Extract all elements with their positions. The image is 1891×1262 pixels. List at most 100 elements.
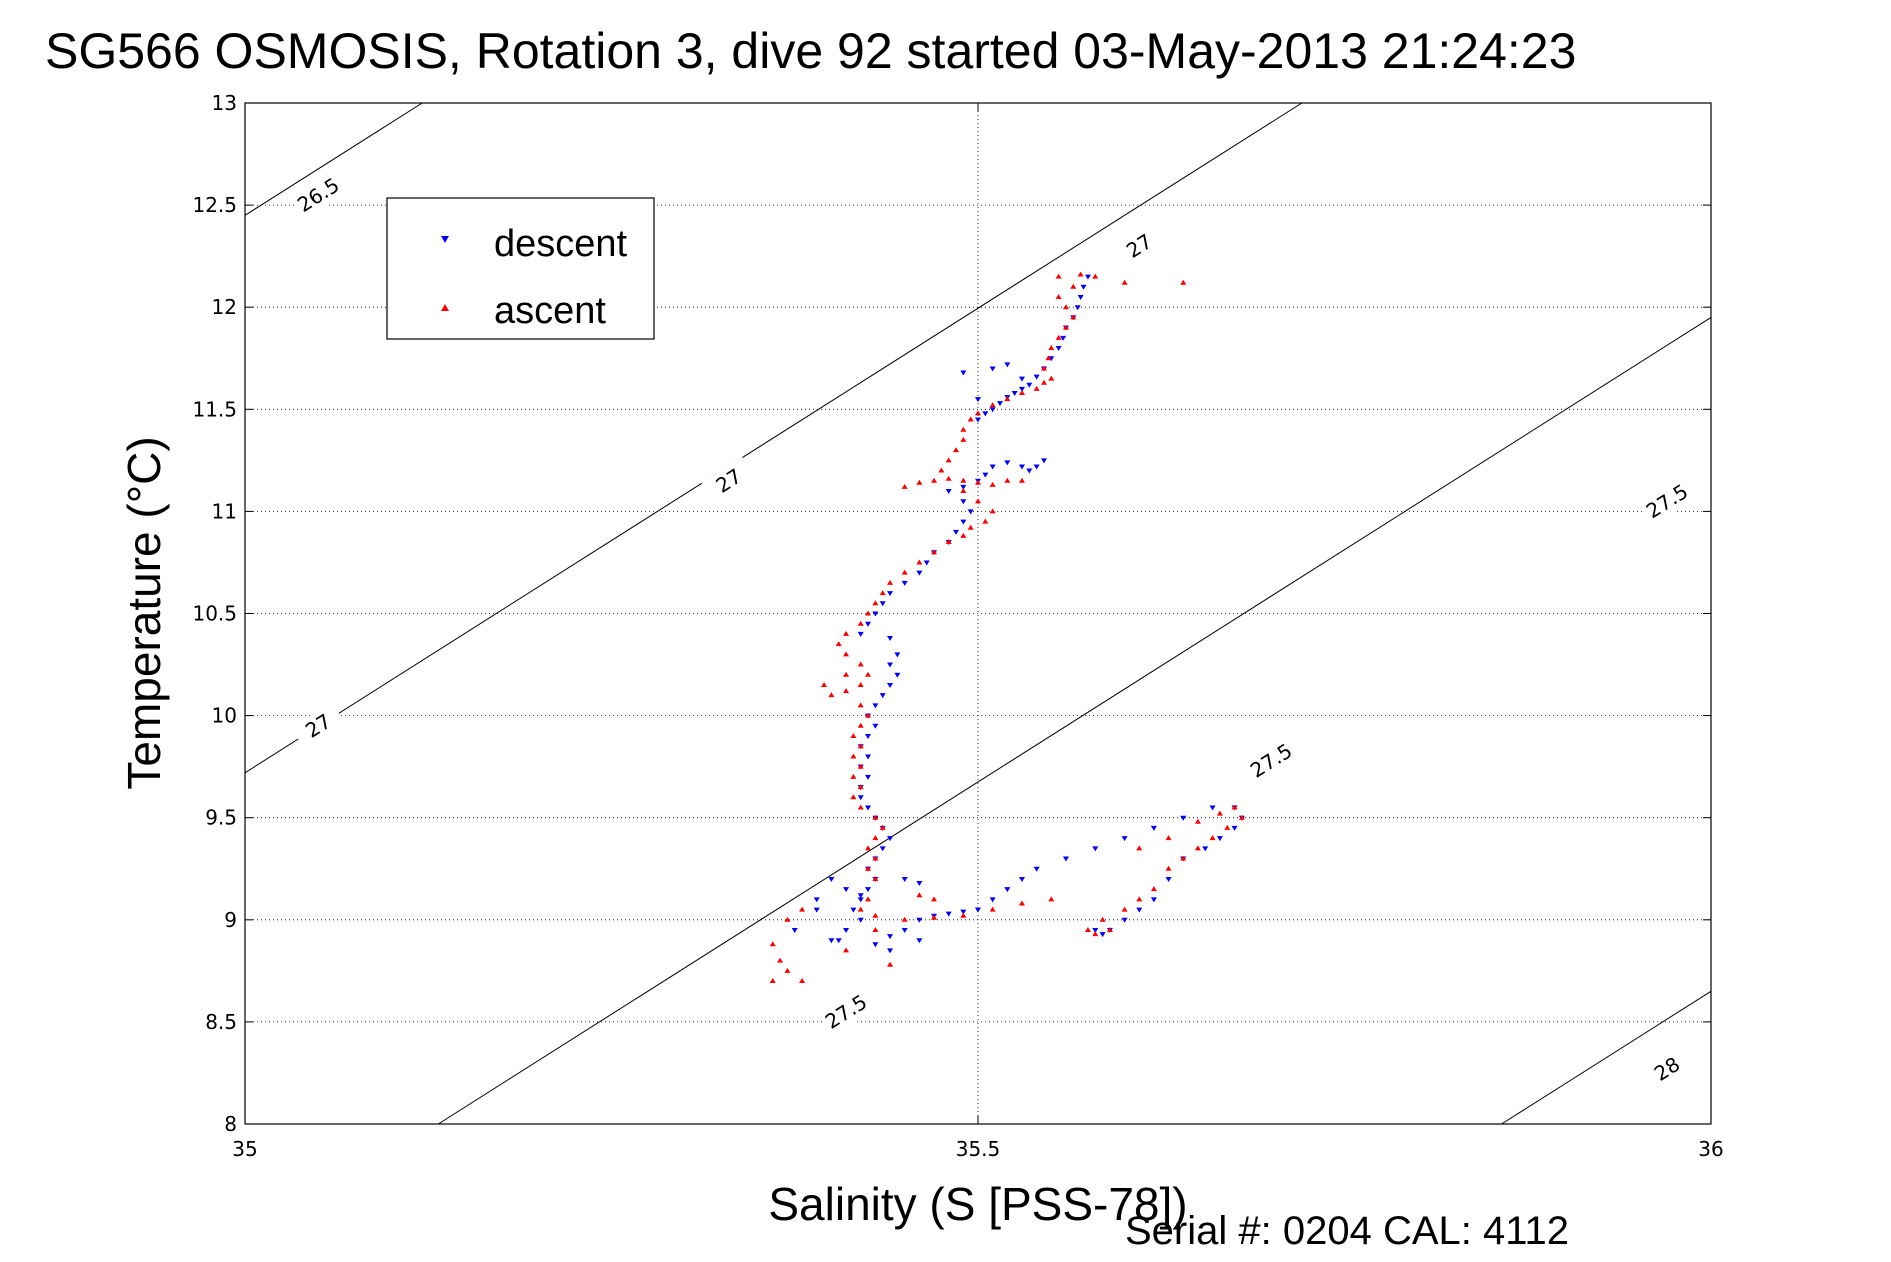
ascent-point (1121, 906, 1128, 912)
ascent-point (1048, 375, 1055, 381)
ascent-point (872, 927, 879, 933)
descent-point (916, 938, 923, 944)
ascent-point (850, 733, 857, 739)
descent-point (872, 723, 879, 729)
descent-point (887, 934, 894, 940)
ascent-point (857, 722, 864, 728)
ascent-point (1048, 345, 1055, 351)
descent-point (865, 887, 872, 893)
ascent-point (1055, 273, 1062, 279)
y-tick-label: 9 (224, 908, 237, 932)
ascent-point (784, 916, 791, 922)
descent-point (1209, 805, 1216, 811)
descent-point (1077, 294, 1084, 300)
descent-point (960, 370, 967, 376)
contour-label-bg (1639, 477, 1695, 526)
ascent-point (960, 477, 967, 483)
descent-point (1004, 362, 1011, 368)
ascent-point (960, 532, 967, 538)
ascent-point (799, 906, 806, 912)
ascent-point (777, 957, 784, 963)
ascent-point (967, 416, 974, 422)
descent-point (1011, 390, 1018, 396)
descent-point (975, 397, 981, 403)
contour-line-27-5 (438, 316, 1712, 1125)
descent-point (1092, 846, 1099, 852)
descent-point (1150, 897, 1157, 903)
ascent-point (872, 875, 879, 881)
descent-point (879, 601, 886, 607)
descent-point (1121, 836, 1128, 842)
ascent-point (872, 814, 879, 820)
ascent-point (857, 784, 864, 790)
ascent-point (960, 487, 967, 493)
ascent-point (1045, 355, 1052, 361)
descent-point (1165, 876, 1172, 882)
ascent-point (989, 402, 996, 408)
descent-point (1099, 932, 1106, 938)
ascent-point (953, 447, 960, 453)
ascent-point (865, 865, 872, 871)
ascent-point (1238, 814, 1245, 820)
descent-point (894, 652, 901, 658)
descent-point (894, 672, 901, 678)
descent-point (916, 570, 923, 576)
ascent-point (872, 600, 879, 606)
ascent-point (1033, 385, 1040, 391)
ascent-point (960, 426, 967, 432)
descent-point (857, 795, 864, 801)
descent-point (901, 928, 908, 934)
ascent-point (1062, 324, 1069, 330)
ascent-point (887, 961, 894, 967)
descent-point (887, 636, 894, 642)
x-tick-label: 35.5 (956, 1137, 1001, 1161)
descent-point (953, 529, 960, 535)
ascent-point (945, 457, 952, 463)
descent-point (916, 881, 923, 887)
descent-point (872, 703, 879, 709)
descent-point (945, 488, 952, 494)
descent-point (887, 682, 894, 688)
ascent-point (769, 978, 776, 984)
descent-point (982, 472, 989, 478)
chart-title: SG566 OSMOSIS, Rotation 3, dive 92 start… (45, 23, 1576, 79)
descent-point (960, 499, 967, 505)
y-tick-label: 9.5 (205, 806, 237, 830)
legend-box (386, 197, 655, 340)
ascent-point (945, 539, 952, 545)
ascent-point (975, 410, 981, 416)
y-tick-label: 13 (212, 91, 237, 115)
descent-point (887, 836, 894, 842)
ascent-point (989, 508, 996, 514)
descent-point (1018, 464, 1025, 470)
descent-point (887, 662, 894, 668)
descent-point (975, 907, 981, 913)
ascent-point (1004, 396, 1011, 402)
y-axis-label: Temperature (°C) (118, 436, 170, 789)
contour-label-bg (701, 456, 757, 505)
descent-point (791, 928, 798, 934)
ascent-point (872, 912, 879, 918)
ascent-point (872, 835, 879, 841)
ascent-point (843, 651, 850, 657)
descent-point (989, 366, 996, 372)
ascent-point (857, 661, 864, 667)
descent-point (916, 917, 923, 923)
descent-point (901, 580, 908, 586)
descent-point (1026, 382, 1033, 388)
descent-point (1055, 346, 1062, 352)
descent-point (982, 411, 989, 417)
legend-ascent-label: ascent (494, 290, 606, 332)
ascent-point (945, 475, 952, 481)
ascent-point (901, 483, 908, 489)
y-tick-label: 8 (224, 1112, 237, 1136)
legend-descent-marker (441, 236, 449, 243)
ascent-point (857, 702, 864, 708)
ascent-point (1004, 477, 1011, 483)
ascent-point (1040, 365, 1047, 371)
descent-point (1048, 356, 1055, 362)
ascent-point (879, 590, 886, 596)
ascent-point (1055, 293, 1062, 299)
ascent-point (960, 436, 967, 442)
